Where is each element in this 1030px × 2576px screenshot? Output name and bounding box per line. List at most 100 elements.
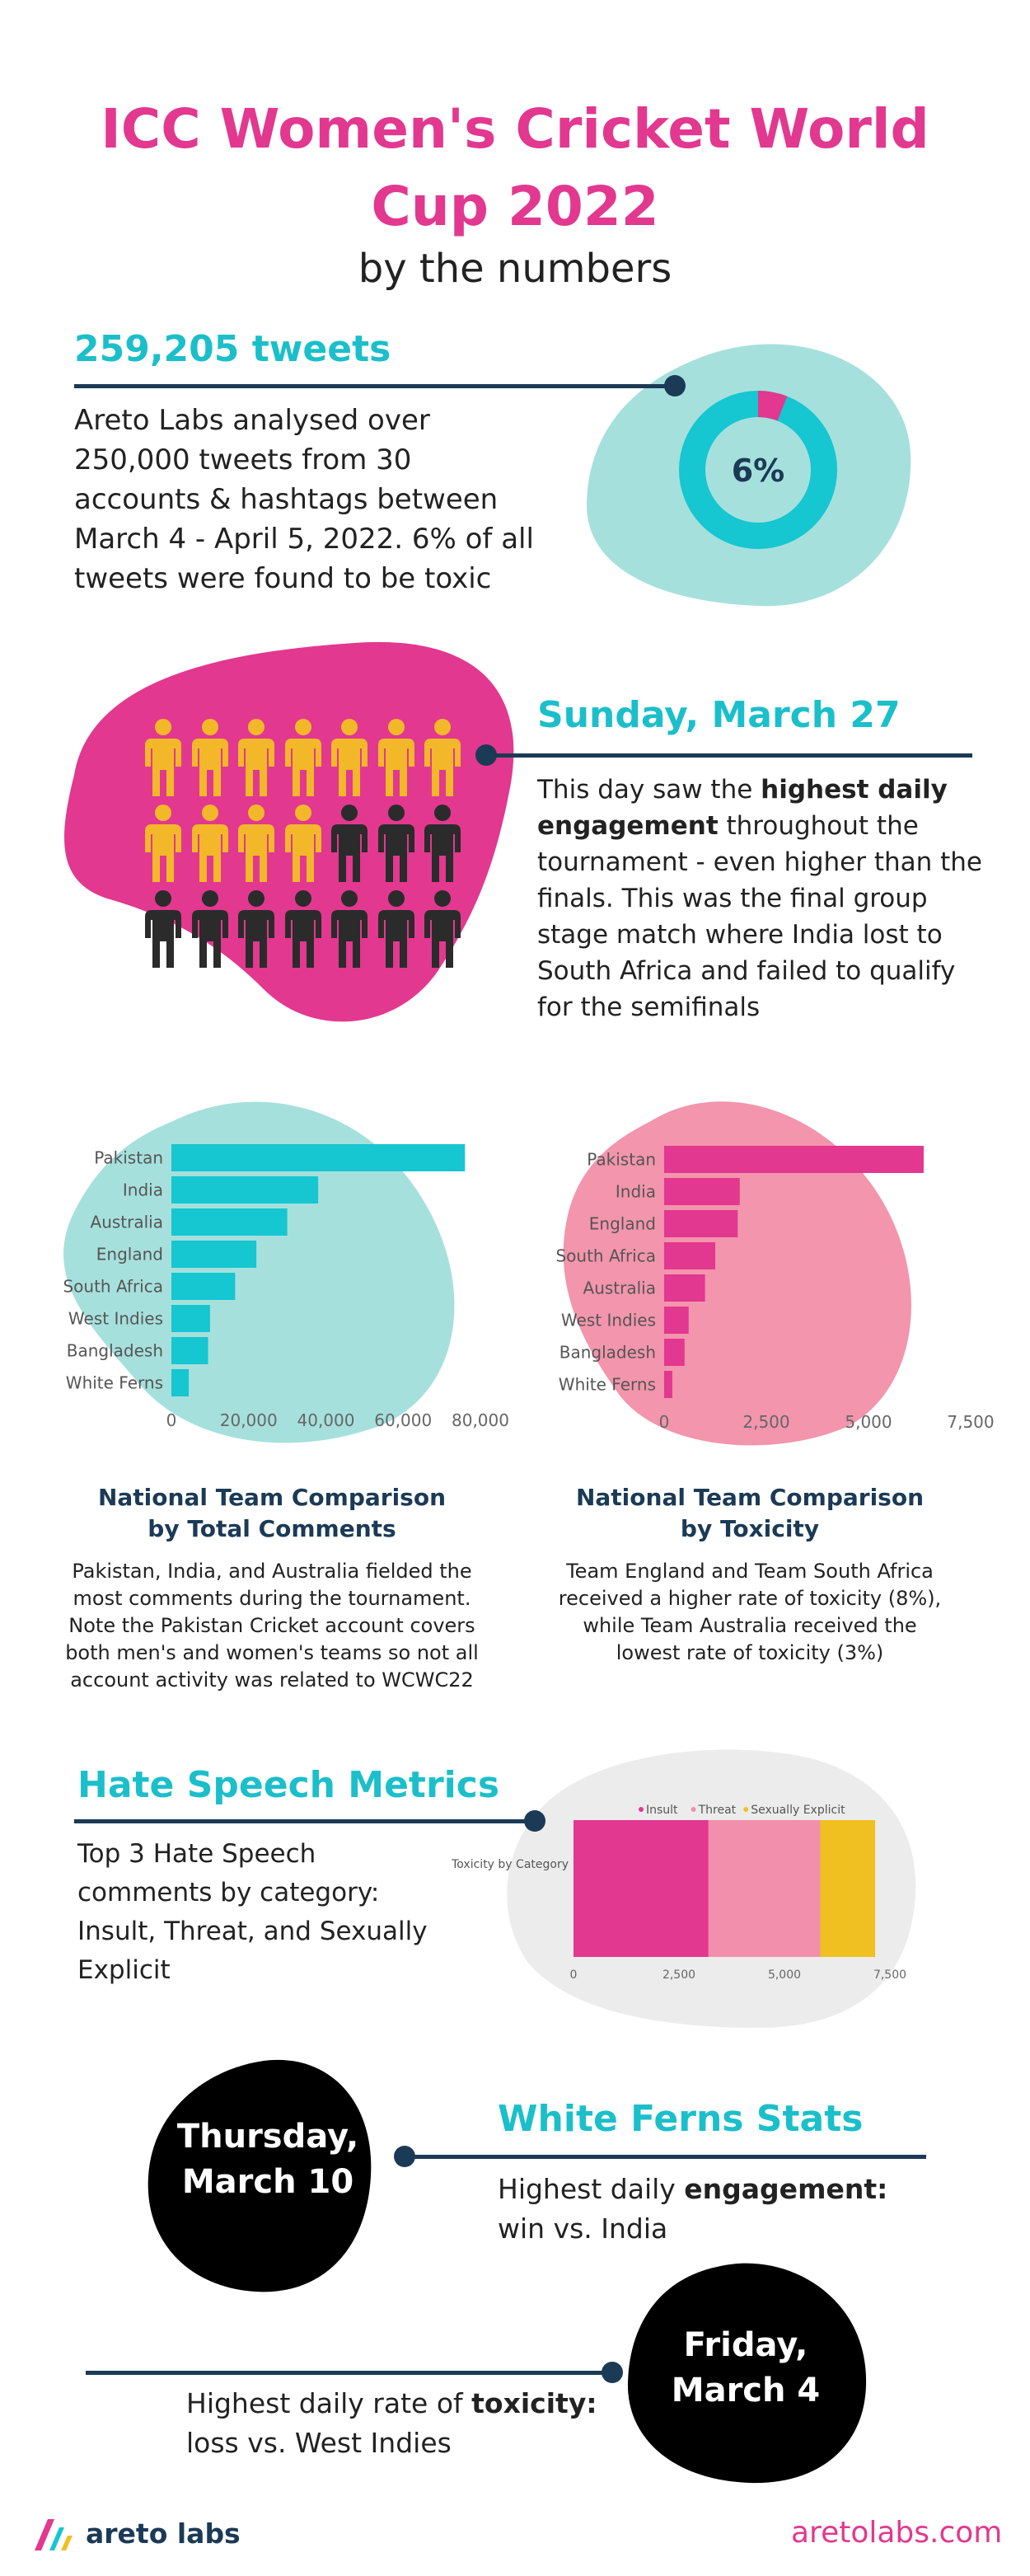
sunday-divider [486, 753, 972, 758]
legend-label: Threat [698, 1804, 737, 1817]
x-tick-label: 5,000 [768, 1968, 801, 1982]
x-tick-label: 80,000 [452, 1410, 509, 1430]
person-icon [145, 719, 181, 796]
y-category-label: Toxicity by Category [451, 1858, 569, 1871]
comments-blob [63, 1101, 455, 1443]
bar-england [664, 1210, 738, 1237]
legend-swatch [691, 1807, 696, 1812]
person-icon [424, 805, 461, 882]
donut-label: 6% [732, 453, 785, 489]
bar-england [171, 1241, 257, 1268]
bar-india [171, 1176, 319, 1204]
x-tick-label: 2,500 [662, 1968, 695, 1982]
person-icon [238, 719, 274, 796]
person-icon [284, 805, 321, 882]
x-tick-label: 7,500 [947, 1412, 994, 1432]
x-tick-label: 2,500 [742, 1412, 789, 1432]
white-ferns-heading: White Ferns Stats [498, 2098, 864, 2140]
bar-category-label: White Ferns [559, 1375, 656, 1395]
bar-category-label: South Africa [63, 1277, 163, 1297]
bar-bangladesh [664, 1339, 685, 1366]
person-icon [377, 719, 414, 796]
legend-swatch [639, 1807, 644, 1812]
stack-sexually-explicit [820, 1820, 876, 1957]
person-icon [331, 719, 368, 796]
sunday-body-bold: highest daily engagement [537, 775, 948, 841]
footer-url-link[interactable]: aretolabs.com [791, 2516, 1003, 2550]
bar-category-label: India [616, 1182, 656, 1202]
person-icon [145, 805, 181, 882]
bar-west-indies [664, 1307, 689, 1334]
stack-insult [574, 1820, 709, 1957]
friday-blob [627, 2263, 867, 2484]
friday-divider-dot [602, 2362, 623, 2383]
page-title-line1: ICC Women's Cricket World [101, 97, 929, 161]
white-ferns-divider-dot [394, 2146, 415, 2167]
toxicity-bar-chart: Pakistan India England South Africa Australi… [555, 1146, 995, 1432]
areto-logo-icon [35, 2519, 73, 2550]
bar-category-label: South Africa [555, 1246, 656, 1266]
bar-australia [664, 1274, 705, 1302]
bar-south-africa [664, 1242, 715, 1269]
bar-category-label: West Indies [561, 1311, 656, 1330]
bar-category-label: England [589, 1214, 656, 1234]
bar-south-africa [171, 1273, 236, 1300]
thursday-blob [147, 2059, 372, 2292]
x-tick-label: 0 [166, 1410, 177, 1430]
comments-chart-caption: Pakistan, India, and Australia fielded t… [65, 1560, 479, 1692]
bar-category-label: India [123, 1180, 163, 1200]
bar-category-label: Australia [583, 1279, 656, 1298]
hate-speech-body: Top 3 Hate Speech comments by category: … [77, 1839, 428, 1985]
white-ferns-divider [404, 2155, 926, 2159]
bar-category-label: West Indies [68, 1309, 163, 1329]
footer-brand: areto labs [86, 2517, 241, 2550]
comments-chart-title: National Team Comparison by Total Commen… [97, 1484, 447, 1542]
person-icon [191, 890, 228, 968]
bar-white-ferns [171, 1369, 190, 1396]
person-icon [284, 719, 321, 796]
friday-divider [86, 2371, 613, 2375]
person-icon [145, 890, 181, 968]
person-icon [331, 805, 368, 882]
x-tick-label: 60,000 [374, 1410, 432, 1430]
tweets-blob [586, 344, 911, 607]
bar-category-label: White Ferns [66, 1373, 163, 1393]
stack-threat [708, 1820, 821, 1957]
tweets-body: Areto Labs analysed over 250,000 tweets … [74, 404, 534, 595]
person-icon [191, 719, 228, 796]
hate-speech-heading: Hate Speech Metrics [77, 1764, 500, 1806]
white-ferns-stat1: Highest daily engagement: win vs. India [498, 2173, 888, 2245]
person-icon [191, 805, 228, 882]
toxicity-chart-caption: Team England and Team South Africa recei… [558, 1560, 942, 1664]
white-ferns-stat2: Highest daily rate of toxicity: loss vs.… [186, 2387, 597, 2459]
person-icon [377, 805, 414, 882]
bar-pakistan [171, 1144, 466, 1171]
bar-category-label: Pakistan [587, 1150, 656, 1170]
sunday-divider-dot [475, 744, 497, 766]
bar-category-label: England [96, 1245, 163, 1265]
bar-bangladesh [171, 1337, 208, 1364]
x-tick-label: 0 [659, 1412, 670, 1432]
bar-category-label: Bangladesh [67, 1341, 163, 1361]
x-tick-label: 40,000 [297, 1410, 355, 1430]
bar-category-label: Bangladesh [559, 1343, 656, 1363]
hate-speech-stacked-chart: Insult Threat Sexually Explicit Toxicity by… [451, 1804, 906, 1982]
friday-date: Friday, March 4 [671, 2326, 821, 2409]
tweets-divider-dot [664, 375, 686, 396]
page-title-line2: Cup 2022 [371, 175, 659, 238]
sunday-body: This day saw the highest daily engagemen… [537, 775, 983, 1022]
bar-category-label: Pakistan [94, 1148, 163, 1168]
legend-label: Sexually Explicit [751, 1804, 845, 1817]
person-icon [377, 890, 414, 968]
donut-segment-toxic [757, 391, 788, 421]
bar-white-ferns [664, 1371, 672, 1398]
person-icon [424, 719, 461, 796]
person-icon [238, 805, 274, 882]
x-tick-label: 7,500 [873, 1968, 906, 1982]
people-pictogram [142, 717, 471, 973]
tweets-divider [74, 384, 676, 388]
toxicity-donut-chart: 6% [679, 391, 837, 549]
hate-speech-divider-dot [524, 1810, 545, 1832]
tweets-heading: 259,205 tweets [74, 328, 391, 370]
x-tick-label: 5,000 [845, 1412, 892, 1432]
